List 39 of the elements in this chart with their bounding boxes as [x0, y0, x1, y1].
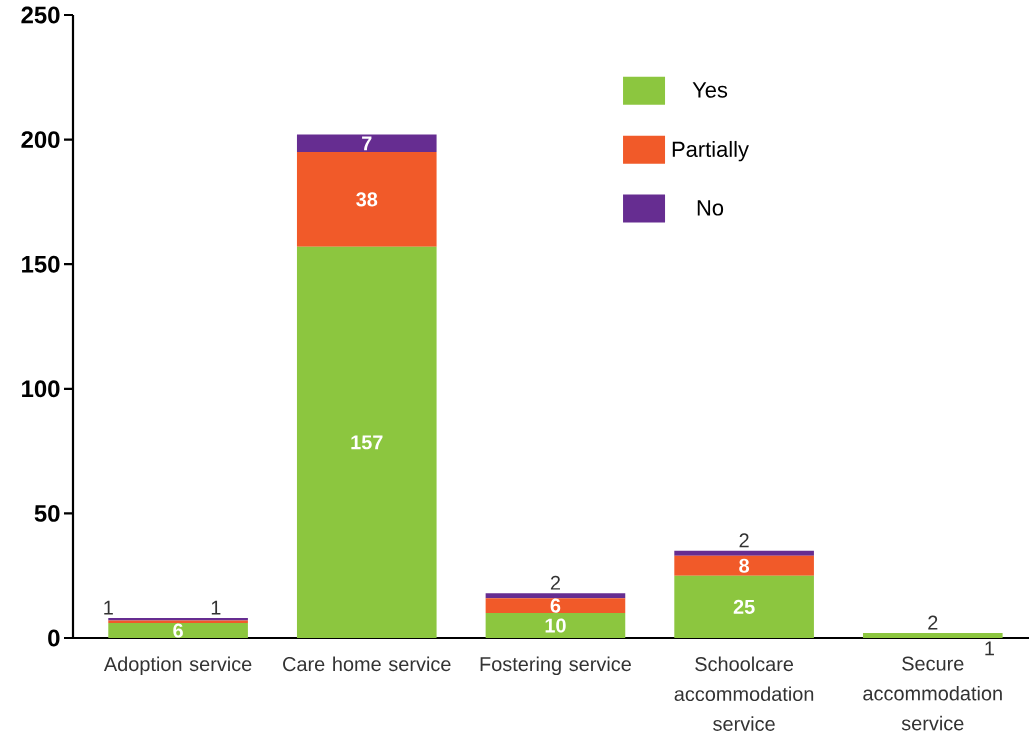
data-label: 7 — [362, 136, 372, 151]
data-label: 2 — [739, 533, 749, 548]
y-tick-label: 50 — [34, 504, 60, 522]
x-tick-label: Care home service — [283, 656, 451, 672]
data-label: 1 — [211, 600, 221, 615]
data-label: 6 — [550, 598, 561, 613]
y-tick-label: 150 — [22, 255, 60, 273]
bar — [296, 152, 437, 247]
data-label: 1 — [104, 600, 113, 615]
bar — [296, 246, 437, 638]
bar — [485, 593, 626, 599]
x-tick-label: Adoption service — [103, 656, 252, 676]
legend-label: No — [697, 200, 724, 216]
bar — [674, 550, 814, 556]
bar — [108, 623, 248, 638]
y-tick-label: 200 — [21, 131, 60, 149]
bar — [674, 575, 814, 638]
data-label: 38 — [356, 192, 378, 207]
x-tick-label: Fostering service — [480, 656, 631, 676]
bar — [485, 613, 626, 638]
bar — [862, 633, 1003, 638]
data-label: 2 — [550, 575, 560, 590]
x-tick-label: Secure accommodation service — [863, 656, 1002, 731]
x-tick-label: Schoolcare accommodation service — [674, 656, 814, 731]
annotation: 1 — [985, 641, 994, 656]
data-label: 8 — [739, 558, 750, 573]
data-label: 6 — [173, 623, 183, 638]
data-label: 25 — [733, 599, 755, 614]
y-tick-label: 0 — [48, 629, 60, 647]
legend-label: Yes — [692, 82, 728, 98]
data-label: 10 — [545, 618, 566, 633]
bar — [485, 598, 626, 614]
bar — [296, 134, 437, 153]
data-label: 157 — [351, 435, 383, 450]
bar — [674, 555, 814, 576]
legend-label: Partially — [672, 140, 749, 162]
y-tick-label: 100 — [22, 380, 60, 398]
y-tick-label: 250 — [21, 6, 60, 24]
data-label: 2 — [928, 615, 938, 630]
